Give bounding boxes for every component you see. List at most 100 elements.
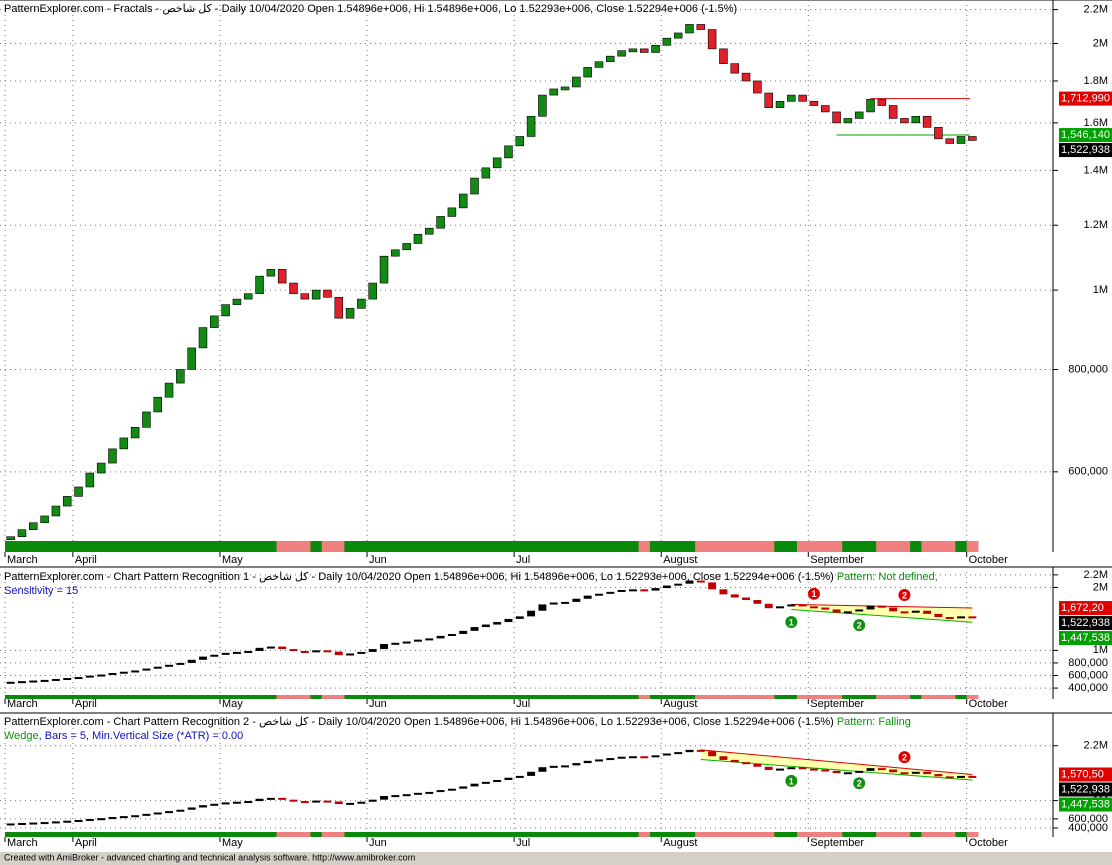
title-part: PatternExplorer.com - Fractals - کل شاخص… [4,3,737,15]
trend-ribbon [378,541,391,552]
trend-ribbon [287,695,300,699]
trend-ribbon [378,832,391,837]
trend-ribbon [548,695,560,699]
trend-ribbon [38,832,51,837]
trend-ribbon [219,541,232,552]
pattern-point-label: 1 [789,617,794,627]
trend-ribbon [819,541,832,552]
trend-ribbon [208,832,221,837]
candle [300,293,310,300]
candle [742,597,751,601]
candle [51,821,60,824]
trend-ribbon [661,695,674,699]
trend-ribbon [548,832,560,837]
candle [199,805,207,808]
pane-title: PatternExplorer.com - Chart Pattern Reco… [4,716,911,728]
candle [176,662,185,665]
trend-ribbon [118,695,130,699]
trend-ribbon [717,541,730,552]
candle [787,604,796,607]
candle [18,681,26,684]
candle [74,486,83,497]
trend-ribbon [389,832,402,837]
trend-ribbon [457,832,470,837]
trend-ribbon [751,541,764,552]
candle [572,763,581,766]
trend-ribbon [16,541,29,552]
candle [526,115,536,137]
candle [97,674,106,677]
pattern-point-label: 1 [811,589,816,599]
trend-ribbon [152,832,164,837]
trend-ribbon [276,541,289,552]
candle [821,769,830,772]
candle [776,606,784,609]
candle [142,668,151,671]
candle [51,678,60,681]
trend-ribbon [412,832,425,837]
trend-ribbon [944,541,956,552]
trend-ribbon [95,541,108,552]
candle [391,249,400,257]
y-tick-label: 600,000 [1068,813,1108,825]
candle [131,670,140,673]
pattern-point [853,777,866,790]
candle [232,651,241,654]
trend-ribbon [242,541,255,552]
candle [413,233,423,244]
candle [957,616,965,619]
candle [255,647,264,651]
pane-title: PatternExplorer.com - Fractals - کل شاخص… [4,3,737,15]
candle [775,101,785,108]
x-tick-label: March [7,554,38,566]
trend-ribbon [231,832,244,837]
candle [945,617,954,620]
candle [300,801,309,804]
trend-ribbon [5,832,17,837]
candle [798,767,807,770]
candle [210,315,219,328]
candle [346,802,355,805]
trend-ribbon [242,832,255,837]
trend-ribbon [955,832,968,837]
candle [289,799,298,802]
trend-ribbon [344,695,357,699]
trend-ribbon [808,541,821,552]
candle [549,602,558,605]
candle [968,775,977,778]
trend-ribbon [649,541,662,552]
trend-ribbon [333,541,345,552]
candle [730,63,740,74]
trend-ribbon [72,695,85,699]
trend-ribbon [649,832,662,837]
trend-ribbon [695,695,707,699]
candle [357,801,366,804]
trend-ribbon [615,541,628,552]
candle [312,800,321,803]
trend-ribbon [72,541,85,552]
candle [888,105,898,119]
candle [459,786,468,789]
x-tick-label: August [663,554,697,566]
candle [470,783,479,787]
candle [119,437,129,450]
level-label: 1,522,938 [1061,783,1110,795]
candle [730,759,739,763]
candle [62,496,72,507]
trend-ribbon [310,541,323,552]
x-tick-label: May [222,554,243,566]
wedge-upper [700,749,973,776]
candle [776,768,784,771]
trend-ribbon [604,695,617,699]
trend-ribbon [582,695,594,699]
level-label-bg [1059,143,1112,158]
candle [561,765,570,768]
trend-ribbon [163,695,176,699]
trend-ribbon [355,832,368,837]
trend-ribbon [627,541,640,552]
candle [889,769,898,773]
trend-ribbon [299,695,311,699]
candle [198,327,208,349]
candle [911,115,921,124]
pattern-point-label: 2 [902,590,907,600]
